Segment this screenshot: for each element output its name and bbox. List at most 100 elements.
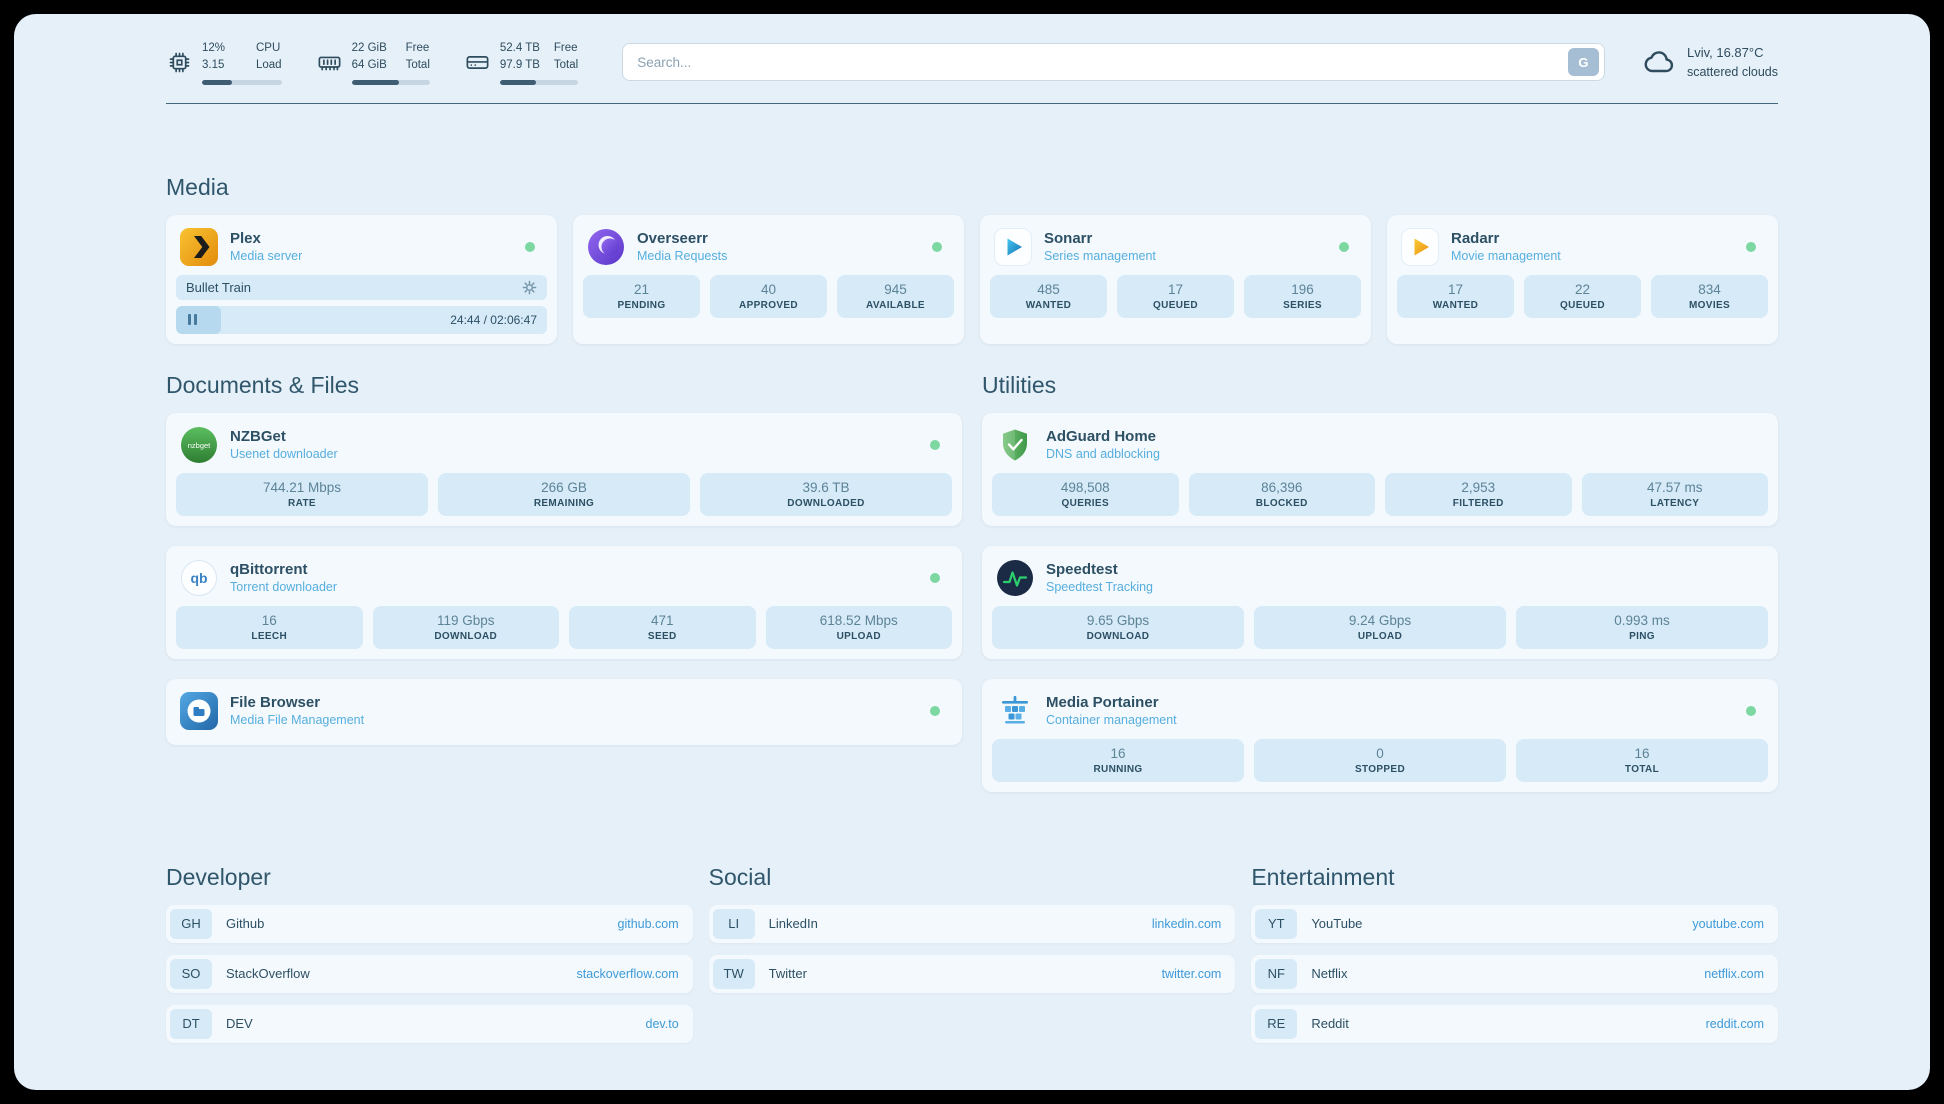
status-dot — [930, 572, 940, 583]
bookmark-url: netflix.com — [1704, 966, 1764, 981]
service-name: File Browser — [230, 694, 321, 711]
media-section: Media Plex Media server — [166, 174, 1778, 344]
stat-box: 0 STOPPED — [1254, 738, 1506, 782]
service-card-adguard[interactable]: AdGuard Home DNS and adblocking 498,508 Q… — [982, 412, 1778, 526]
cloud-icon — [1641, 44, 1677, 80]
stat-box: 16 RUNNING — [992, 738, 1244, 782]
now-playing-title: Bullet Train — [186, 279, 252, 295]
bookmark-twitter[interactable]: TW Twitter twitter.com — [708, 954, 1236, 993]
service-name: Plex — [230, 230, 261, 247]
social-group: Social LI LinkedIn linkedin.com TW Twitt… — [708, 864, 1236, 1055]
cpu-icon — [166, 49, 193, 76]
stat-box: 945 AVAILABLE — [837, 274, 954, 318]
portainer-icon — [996, 692, 1034, 730]
gear-icon[interactable] — [522, 280, 537, 295]
stat-box: 744.21 Mbps RATE — [176, 472, 428, 516]
bookmark-linkedin[interactable]: LI LinkedIn linkedin.com — [708, 904, 1236, 943]
search-engine-button[interactable]: G — [1567, 48, 1599, 77]
stat-box: 47.57 ms LATENCY — [1581, 472, 1768, 516]
stat-box: 21 PENDING — [583, 274, 700, 318]
ram-icon — [316, 49, 343, 76]
stat-box: 618.52 Mbps UPLOAD — [765, 605, 952, 649]
playback-progress-fill — [176, 305, 221, 334]
stat-box: 196 SERIES — [1244, 274, 1361, 318]
stat-box: 17 QUEUED — [1117, 274, 1234, 318]
disk-widget: 52.4 TB 97.9 TB Free Total — [464, 40, 579, 85]
ram-free-value: 22 GiB — [351, 42, 387, 54]
utilities-section-title: Utilities — [982, 371, 1057, 398]
service-desc: Media server — [230, 249, 303, 263]
service-desc: Media Requests — [637, 249, 728, 263]
disk-free-label: Free — [553, 42, 578, 54]
service-desc: DNS and adblocking — [1046, 447, 1160, 461]
bookmark-abbr: LI — [712, 908, 755, 939]
bookmark-name: YouTube — [1311, 916, 1363, 931]
filebrowser-icon — [180, 691, 218, 730]
weather-widget: Lviv, 16.87°C scattered clouds — [1641, 43, 1778, 81]
cpu-load-label: Load — [256, 59, 282, 72]
service-card-qbittorrent[interactable]: qb qBittorrent Torrent downloader 16 LEEC… — [166, 545, 962, 659]
weather-location: Lviv, 16.87°C — [1686, 45, 1764, 61]
stat-box: 16 TOTAL — [1516, 738, 1768, 782]
bookmark-name: Reddit — [1311, 1016, 1349, 1031]
adguard-icon — [996, 426, 1034, 464]
disk-icon — [464, 49, 491, 76]
service-desc: Speedtest Tracking — [1046, 580, 1154, 594]
entertainment-group-title: Entertainment — [1251, 863, 1395, 890]
bookmark-netflix[interactable]: NF Netflix netflix.com — [1251, 954, 1778, 993]
bookmark-abbr: GH — [170, 908, 212, 939]
stat-box: 86,396 BLOCKED — [1188, 472, 1375, 516]
entertainment-group: Entertainment YT YouTube youtube.com NF … — [1251, 864, 1778, 1055]
sonarr-icon — [994, 227, 1032, 266]
bookmark-url: reddit.com — [1705, 1016, 1764, 1031]
svg-text:qb: qb — [190, 570, 207, 586]
service-name: Speedtest — [1046, 561, 1118, 578]
disk-bar-fill — [499, 79, 536, 85]
radarr-icon — [1401, 227, 1439, 266]
bookmark-url: twitter.com — [1161, 966, 1222, 981]
bookmark-github[interactable]: GH Github github.com — [166, 904, 693, 943]
service-name: NZBGet — [230, 428, 286, 445]
stat-box: 16 LEECH — [176, 605, 363, 649]
overseerr-icon — [587, 228, 625, 266]
nzbget-icon: nzbget — [180, 426, 218, 464]
disk-total-label: Total — [553, 59, 579, 72]
service-card-radarr[interactable]: Radarr Movie management 17 WANTED 22 QUEUE… — [1387, 214, 1778, 344]
bookmark-abbr: RE — [1255, 1008, 1298, 1039]
service-card-filebrowser[interactable]: File Browser Media File Management — [166, 678, 962, 745]
service-card-nzbget[interactable]: nzbget NZBGet Usenet downloader 744.21 M… — [166, 412, 962, 526]
resource-widgets: 12% 3.15 CPU Load — [166, 40, 579, 85]
ram-total-value: 64 GiB — [351, 59, 387, 72]
service-name: Sonarr — [1044, 230, 1093, 247]
status-dot — [1746, 241, 1756, 252]
service-card-portainer[interactable]: Media Portainer Container management 16 R… — [982, 678, 1778, 792]
stat-box: 834 MOVIES — [1651, 274, 1768, 318]
bookmark-dev[interactable]: DT DEV dev.to — [166, 1004, 693, 1043]
status-dot — [1339, 241, 1349, 252]
bookmark-url: github.com — [617, 916, 679, 931]
service-card-sonarr[interactable]: Sonarr Series management 485 WANTED 17 QUE… — [980, 214, 1371, 344]
playback-progress-bar: 24:44 / 02:06:47 — [176, 305, 547, 334]
bookmark-stackoverflow[interactable]: SO StackOverflow stackoverflow.com — [166, 954, 693, 993]
service-desc: Series management — [1044, 249, 1156, 263]
cpu-load-value: 3.15 — [202, 59, 225, 72]
bookmark-reddit[interactable]: RE Reddit reddit.com — [1251, 1004, 1778, 1043]
bookmark-youtube[interactable]: YT YouTube youtube.com — [1251, 904, 1778, 943]
utilities-section: Utilities AdGuard Home DNS and adblockin… — [982, 372, 1778, 812]
service-desc: Usenet downloader — [230, 447, 338, 461]
service-card-plex[interactable]: Plex Media server Bullet Train — [166, 214, 557, 344]
stat-box: 471 SEED — [569, 605, 756, 649]
service-name: qBittorrent — [230, 561, 308, 578]
status-dot — [932, 241, 942, 252]
cpu-bar-fill — [202, 79, 233, 85]
pause-icon[interactable] — [188, 314, 197, 325]
bookmark-name: LinkedIn — [768, 916, 818, 931]
bookmark-abbr: DT — [170, 1008, 212, 1039]
search-input[interactable] — [623, 44, 1568, 81]
developer-group-title: Developer — [166, 863, 271, 890]
service-card-speedtest[interactable]: Speedtest Speedtest Tracking 9.65 Gbps DO… — [982, 545, 1778, 659]
topbar: 12% 3.15 CPU Load — [166, 40, 1778, 85]
bookmark-abbr: NF — [1255, 958, 1298, 989]
speedtest-icon — [996, 559, 1034, 597]
service-card-overseerr[interactable]: Overseerr Media Requests 21 PENDING 40 APP… — [573, 214, 964, 344]
